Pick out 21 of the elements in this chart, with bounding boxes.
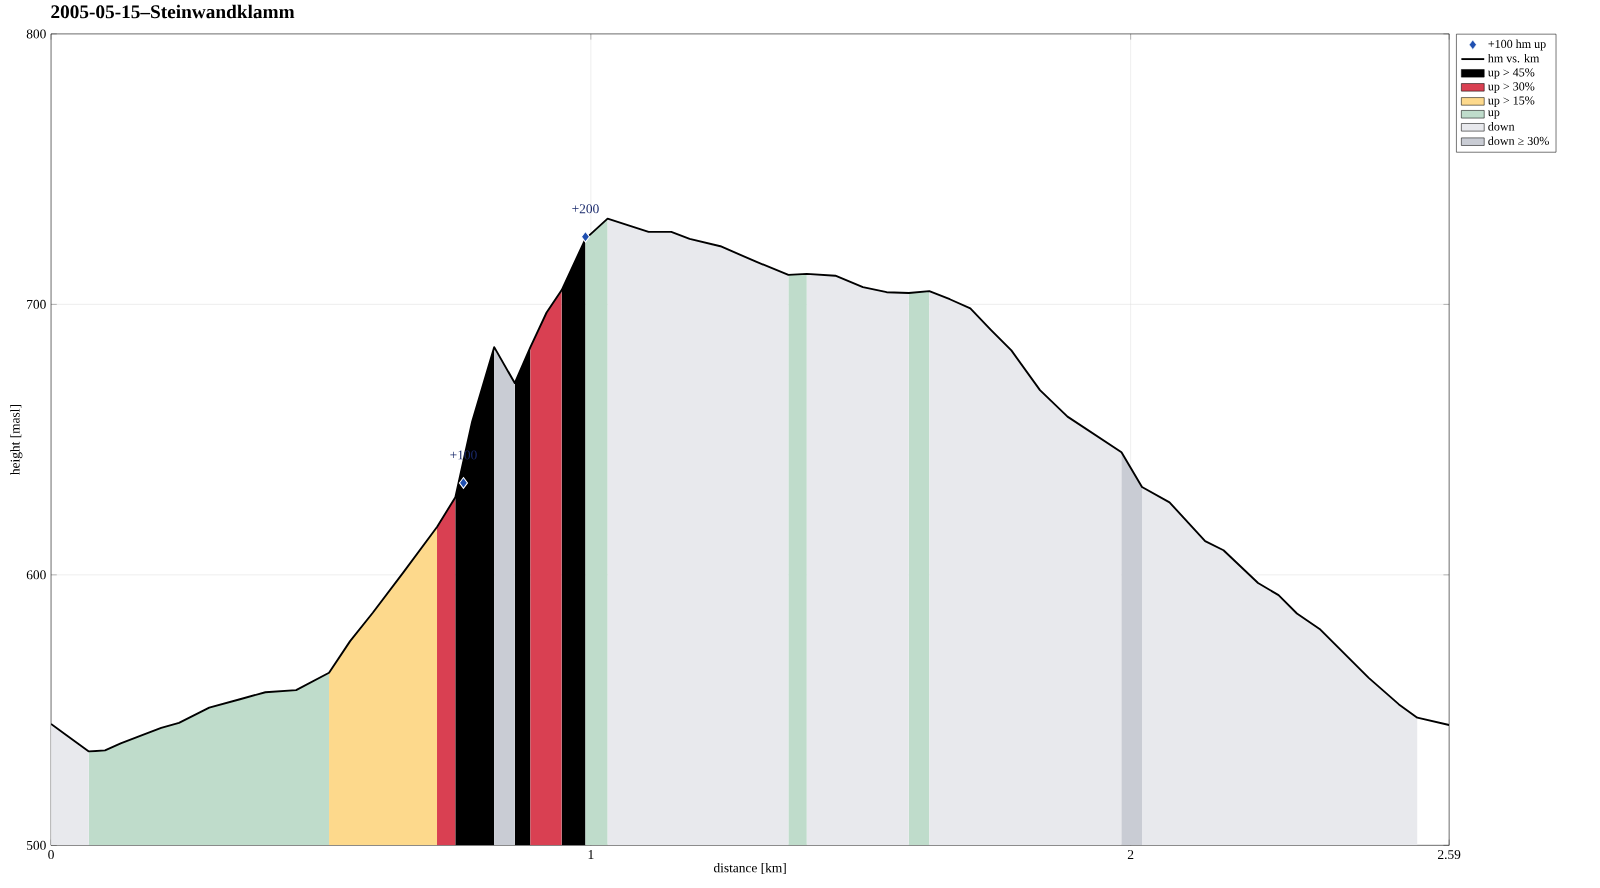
annotation: +200 — [572, 204, 599, 214]
legend-label: down — [1488, 122, 1515, 131]
y-tick-label: 700 — [27, 299, 46, 309]
legend-label: +100 hm up — [1488, 39, 1546, 51]
x-tick-label: 2.59 — [1438, 850, 1461, 860]
x-axis-title: distance [km] — [713, 862, 786, 875]
legend-label: down ≥ 30% — [1488, 136, 1549, 146]
legend-label: hm vs. km — [1487, 53, 1540, 63]
y-tick-label: 600 — [26, 570, 46, 580]
legend-label: up > 45% — [1488, 68, 1535, 79]
x-tick-label: 0 — [48, 850, 54, 860]
y-axis-title: height [masl] — [10, 405, 23, 475]
legend-label: up — [1488, 110, 1500, 119]
chart-title: 2005-05-15–Steinwandklamm — [51, 4, 295, 19]
annotation: +100 — [450, 450, 477, 460]
legend-label: up > 30% — [1488, 82, 1535, 93]
y-tick-label: 800 — [26, 29, 46, 39]
legend-label: up > 15% — [1488, 96, 1535, 107]
y-tick-label: 500 — [27, 840, 46, 850]
x-tick-label: 1 — [588, 850, 594, 859]
x-tick-label: 2 — [1127, 850, 1134, 859]
